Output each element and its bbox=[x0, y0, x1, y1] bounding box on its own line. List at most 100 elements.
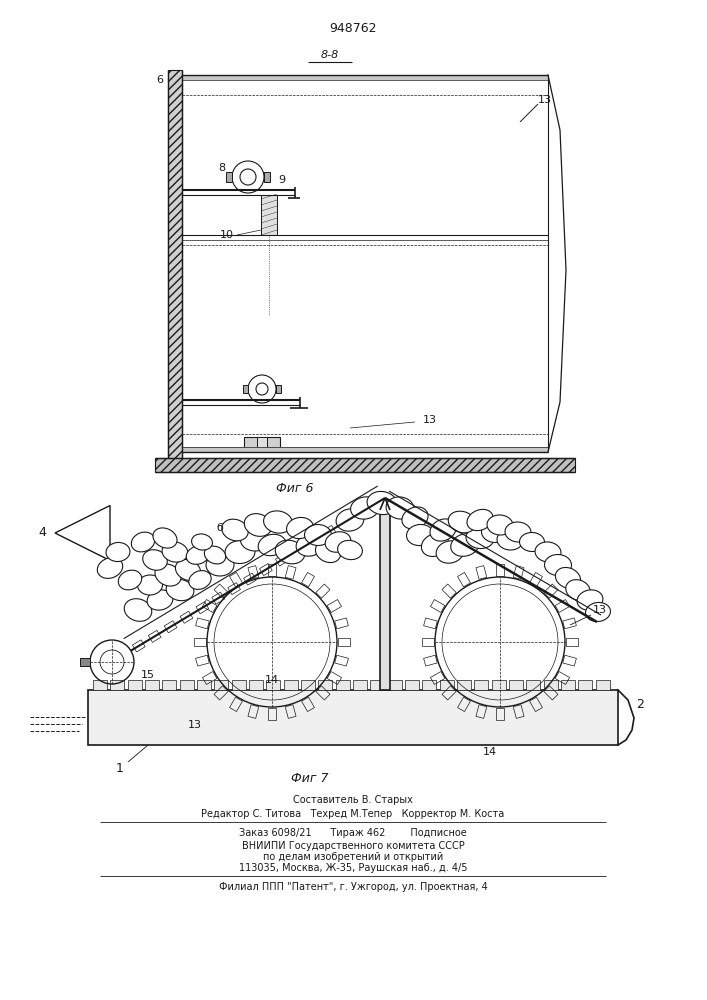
Bar bbox=[370, 497, 383, 509]
Bar bbox=[307, 535, 320, 547]
Bar bbox=[244, 573, 257, 585]
Bar bbox=[276, 385, 281, 393]
Bar bbox=[202, 600, 217, 612]
Bar bbox=[530, 697, 542, 712]
Bar bbox=[232, 680, 245, 690]
Text: б: б bbox=[216, 523, 223, 533]
Bar bbox=[422, 680, 436, 690]
Ellipse shape bbox=[189, 571, 211, 589]
Ellipse shape bbox=[535, 542, 561, 562]
Bar bbox=[196, 655, 209, 666]
Text: 8-8: 8-8 bbox=[321, 50, 339, 60]
Ellipse shape bbox=[98, 558, 123, 578]
Bar bbox=[474, 680, 489, 690]
Bar bbox=[230, 572, 243, 587]
Ellipse shape bbox=[497, 530, 523, 550]
Text: 15: 15 bbox=[141, 670, 155, 680]
Bar bbox=[194, 638, 206, 646]
Ellipse shape bbox=[275, 540, 305, 564]
Bar bbox=[513, 705, 524, 718]
Bar bbox=[110, 680, 124, 690]
Bar bbox=[355, 506, 368, 518]
Ellipse shape bbox=[118, 570, 141, 590]
Text: 13: 13 bbox=[593, 605, 607, 615]
Bar bbox=[387, 680, 402, 690]
Ellipse shape bbox=[566, 580, 590, 600]
Bar bbox=[285, 705, 296, 718]
Text: 9: 9 bbox=[279, 175, 286, 185]
Bar bbox=[285, 566, 296, 579]
Bar bbox=[530, 572, 542, 587]
Text: 10: 10 bbox=[220, 230, 234, 240]
Bar bbox=[423, 655, 438, 666]
Bar bbox=[249, 680, 263, 690]
Bar bbox=[457, 572, 470, 587]
Ellipse shape bbox=[264, 511, 293, 533]
Ellipse shape bbox=[351, 497, 380, 519]
Bar bbox=[405, 680, 419, 690]
Bar bbox=[327, 600, 341, 612]
Bar bbox=[214, 680, 228, 690]
Bar bbox=[496, 564, 504, 576]
Text: 13: 13 bbox=[423, 415, 437, 425]
Text: 13: 13 bbox=[188, 720, 202, 730]
Ellipse shape bbox=[481, 521, 508, 543]
Ellipse shape bbox=[143, 550, 168, 570]
Ellipse shape bbox=[544, 554, 571, 576]
Bar bbox=[276, 554, 288, 566]
Ellipse shape bbox=[166, 579, 194, 601]
Ellipse shape bbox=[204, 546, 226, 564]
Bar bbox=[596, 680, 609, 690]
Bar bbox=[563, 655, 576, 666]
Bar bbox=[316, 686, 330, 700]
Text: 4: 4 bbox=[38, 526, 46, 540]
Bar bbox=[555, 600, 570, 612]
Ellipse shape bbox=[466, 527, 494, 549]
Text: 948762: 948762 bbox=[329, 21, 377, 34]
Bar bbox=[180, 680, 194, 690]
Ellipse shape bbox=[192, 534, 212, 550]
Bar bbox=[226, 172, 232, 182]
Bar bbox=[155, 458, 575, 472]
Bar bbox=[544, 584, 558, 598]
Bar bbox=[182, 447, 548, 452]
Bar bbox=[148, 630, 161, 642]
Bar bbox=[230, 697, 243, 712]
Bar bbox=[196, 618, 209, 629]
Bar bbox=[491, 680, 506, 690]
Text: ВНИИПИ Государственного комитета СССР: ВНИИПИ Государственного комитета СССР bbox=[242, 841, 464, 851]
Ellipse shape bbox=[258, 534, 286, 556]
Text: 2: 2 bbox=[636, 698, 644, 712]
Bar bbox=[164, 621, 177, 633]
Text: по делам изобретений и открытий: по делам изобретений и открытий bbox=[263, 852, 443, 862]
Bar bbox=[80, 658, 90, 666]
Ellipse shape bbox=[132, 532, 155, 552]
Bar bbox=[302, 572, 315, 587]
Bar bbox=[544, 680, 558, 690]
Ellipse shape bbox=[451, 534, 479, 556]
Bar bbox=[422, 638, 434, 646]
Bar bbox=[334, 618, 349, 629]
Bar bbox=[212, 592, 225, 604]
Ellipse shape bbox=[402, 507, 428, 529]
Text: 14: 14 bbox=[265, 675, 279, 685]
Bar bbox=[93, 680, 107, 690]
Bar bbox=[563, 618, 576, 629]
Ellipse shape bbox=[155, 564, 181, 586]
Bar bbox=[509, 680, 523, 690]
Bar bbox=[316, 584, 330, 598]
Bar bbox=[257, 437, 267, 452]
Ellipse shape bbox=[186, 546, 210, 564]
Text: Заказ 6098/21      Тираж 462        Подписное: Заказ 6098/21 Тираж 462 Подписное bbox=[239, 828, 467, 838]
Bar bbox=[301, 680, 315, 690]
Ellipse shape bbox=[448, 511, 476, 533]
Bar bbox=[145, 680, 159, 690]
Bar bbox=[323, 525, 336, 537]
Ellipse shape bbox=[421, 534, 449, 556]
Text: 6: 6 bbox=[156, 75, 163, 85]
Bar bbox=[180, 611, 193, 623]
Bar bbox=[336, 680, 350, 690]
Bar bbox=[128, 680, 141, 690]
Bar bbox=[513, 566, 524, 579]
Bar bbox=[261, 195, 277, 235]
